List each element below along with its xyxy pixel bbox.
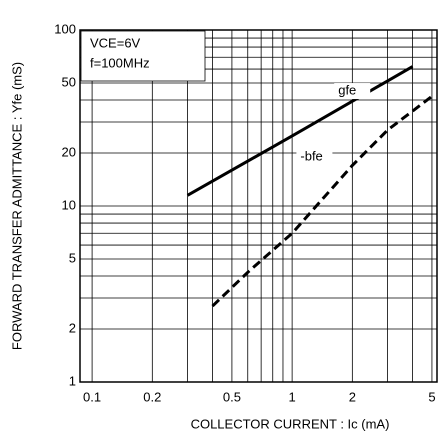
plot-frame [79, 29, 438, 383]
x-tick-label: 0.5 [223, 389, 241, 404]
series-line [211, 95, 433, 308]
series-label: -bfe [300, 148, 322, 163]
y-tick-label: 1 [69, 373, 76, 388]
x-tick-label: 2 [349, 389, 356, 404]
x-tick-label: 5 [428, 389, 435, 404]
annotation: VCE=6V [90, 35, 141, 50]
x-tick-label: 0.2 [143, 389, 161, 404]
annotation-box [80, 30, 206, 82]
series-label: gfe [338, 82, 356, 97]
x-tick-label: 0.1 [83, 389, 101, 404]
x-axis-label: COLLECTOR CURRENT : Ic (mA) [191, 416, 390, 431]
y-tick-label: 100 [54, 21, 76, 36]
y-tick-label: 5 [69, 250, 76, 265]
series-line [186, 65, 414, 197]
series-label-bg [334, 83, 371, 100]
y-tick-label: 20 [62, 144, 76, 159]
annotation: f=100MHz [90, 55, 150, 70]
y-tick-label: 50 [62, 74, 76, 89]
y-tick-label: 10 [62, 197, 76, 212]
y-axis-label: FORWARD TRANSFER ADMITTANCE : Yfe (mS) [9, 62, 24, 350]
series-label-bg [296, 148, 333, 165]
x-tick-label: 1 [289, 389, 296, 404]
y-tick-label: 2 [69, 320, 76, 335]
